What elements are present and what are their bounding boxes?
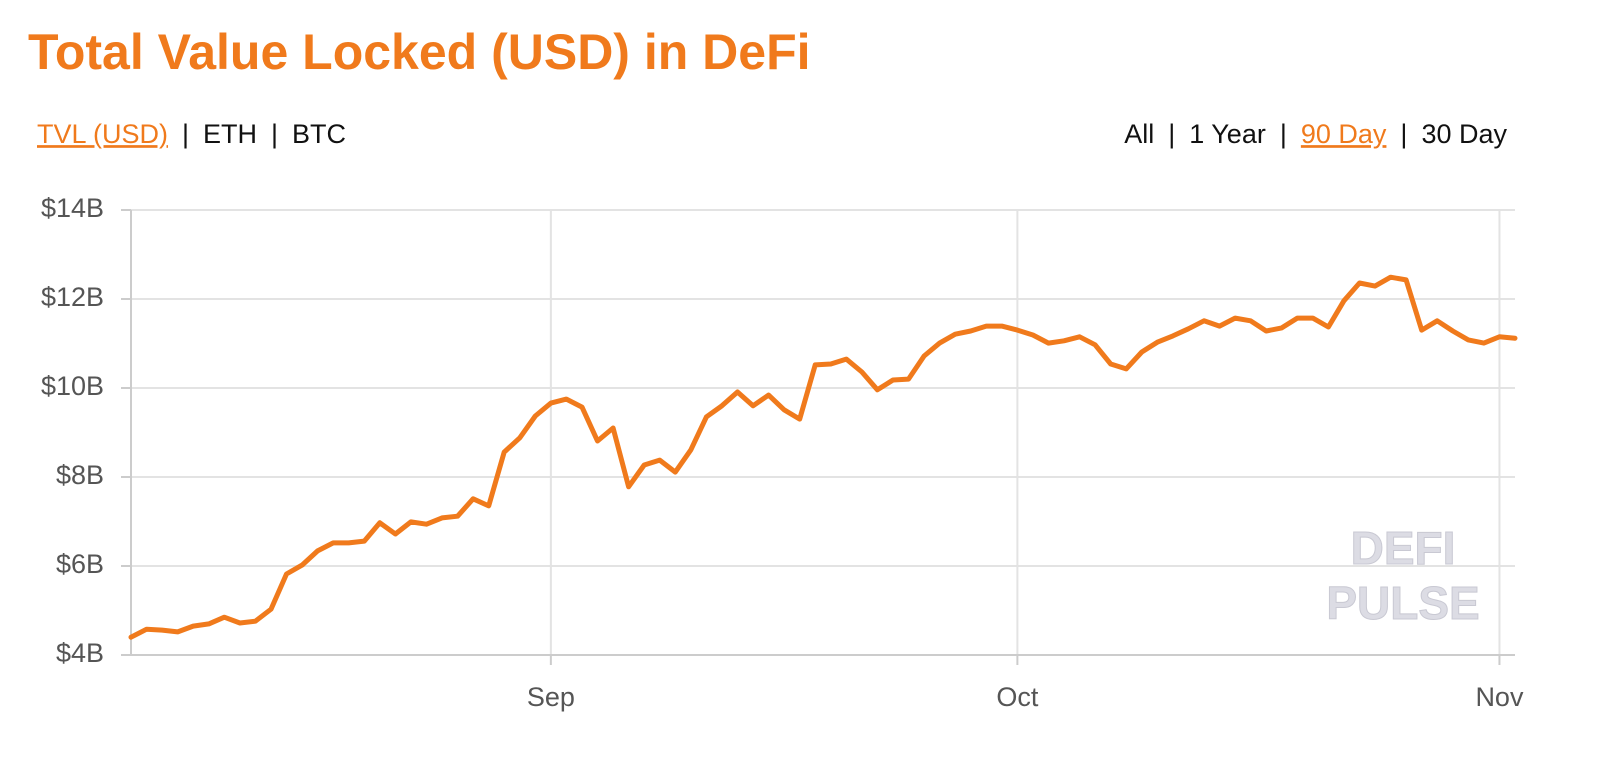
separator: |: [1400, 119, 1407, 149]
x-tick-label: Oct: [996, 682, 1039, 712]
chart-title: Total Value Locked (USD) in DeFi: [28, 24, 811, 80]
x-tick-label: Nov: [1475, 682, 1524, 712]
y-tick-label: $12B: [41, 282, 104, 312]
y-tick-label: $14B: [41, 193, 104, 223]
tab[interactable]: BTC: [292, 119, 346, 149]
line: [128, 274, 1518, 640]
tab[interactable]: 30 Day: [1421, 119, 1507, 149]
tab[interactable]: 90 Day: [1301, 119, 1387, 149]
tab[interactable]: All: [1124, 119, 1154, 149]
separator: |: [1168, 119, 1175, 149]
tab[interactable]: ETH: [203, 119, 257, 149]
y-tick-label: $4B: [56, 638, 104, 668]
separator: |: [1280, 119, 1287, 149]
tab[interactable]: TVL (USD): [37, 119, 168, 149]
separator: |: [182, 119, 189, 149]
watermark: PULSE: [1326, 577, 1479, 629]
y-tick-label: $10B: [41, 371, 104, 401]
y-tick-label: $8B: [56, 460, 104, 490]
tab[interactable]: 1 Year: [1189, 119, 1266, 149]
x-tick-label: Sep: [527, 682, 575, 712]
separator: |: [271, 119, 278, 149]
y-tick-label: $6B: [56, 549, 104, 579]
